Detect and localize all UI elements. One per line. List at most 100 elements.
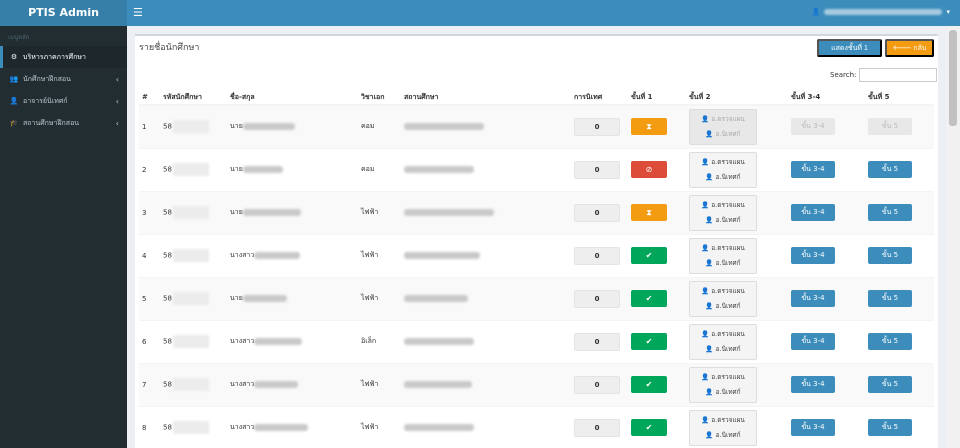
step5-button[interactable]: ขั้น 5 — [868, 376, 912, 393]
step5-button[interactable]: ขั้น 5 — [868, 290, 912, 307]
menu-toggle-icon[interactable]: ☰ — [133, 6, 143, 19]
student-name-cell: นางสาว — [227, 233, 358, 277]
step34-button[interactable]: ขั้น 3-4 — [791, 333, 835, 350]
column-header-2[interactable]: ชื่อ-สกุล — [227, 90, 358, 106]
step2-box[interactable]: 👤 อ.ตรวจแผน 👤 อ.นิเทศก์ — [689, 366, 757, 403]
step34-button: ขั้น 3-4 — [791, 118, 835, 136]
school-name-redacted — [404, 209, 494, 216]
column-header-1[interactable]: รหัสนักศึกษา — [160, 90, 227, 106]
sidebar-header: เมนูหลัก — [8, 34, 30, 41]
column-header-9[interactable]: ขั้นที่ 5 — [865, 90, 934, 106]
step1-status-check-icon[interactable]: ✔ — [631, 376, 667, 393]
step2-box[interactable]: 👤 อ.ตรวจแผน 👤 อ.นิเทศก์ — [689, 237, 757, 274]
major-text: ไฟฟ้า — [361, 208, 379, 216]
name-title: นางสาว — [230, 380, 255, 388]
step2-advisor-label: อ.ตรวจแผน — [711, 115, 745, 124]
step2-supervisor[interactable]: 👤 อ.นิเทศก์ — [705, 387, 740, 397]
sidebar-item-1[interactable]: 👥 นักศึกษาฝึกสอน ‹ — [0, 68, 127, 90]
step2-supervisor-label: อ.นิเทศก์ — [715, 259, 741, 267]
step2-advisor[interactable]: 👤 อ.ตรวจแผน — [701, 415, 745, 425]
step2-supervisor[interactable]: 👤 อ.นิเทศก์ — [705, 344, 740, 354]
major-cell: ไฟฟ้า — [358, 190, 401, 234]
step2-advisor[interactable]: 👤 อ.ตรวจแผน — [701, 243, 745, 253]
step2-supervisor[interactable]: 👤 อ.นิเทศก์ — [705, 215, 740, 225]
column-header-5[interactable]: การนิเทศ — [571, 90, 628, 106]
sidebar-item-icon: 👤 — [9, 97, 19, 105]
student-list-box: รายชื่อนักศึกษา แสดงชั้นที่ 1 🡐 กลับ Sea… — [135, 34, 938, 448]
back-button[interactable]: 🡐 กลับ — [885, 39, 934, 57]
column-header-4[interactable]: สถานศึกษา — [401, 90, 571, 106]
scrollbar-thumb[interactable] — [949, 30, 957, 126]
page-scrollbar[interactable] — [946, 26, 960, 448]
step2-cell: 👤 อ.ตรวจแผน 👤 อ.นิเทศก์ — [686, 233, 788, 277]
row-number: 2 — [139, 147, 160, 191]
step5-button[interactable]: ขั้น 5 — [868, 333, 912, 350]
step2-advisor[interactable]: 👤 อ.ตรวจแผน — [701, 157, 745, 167]
student-id-cell: 58 — [160, 104, 227, 148]
step2-box[interactable]: 👤 อ.ตรวจแผน 👤 อ.นิเทศก์ — [689, 280, 757, 317]
step2-supervisor-label: อ.นิเทศก์ — [715, 302, 741, 310]
brand-logo[interactable]: PTIS Admin — [0, 0, 127, 26]
supervision-score: 0 — [574, 332, 620, 351]
search-input[interactable] — [859, 68, 938, 82]
step1-status-check-icon[interactable]: ✔ — [631, 290, 667, 307]
column-header-3[interactable]: วิชาเอก — [358, 90, 401, 106]
step2-box[interactable]: 👤 อ.ตรวจแผน 👤 อ.นิเทศก์ — [689, 194, 757, 231]
step5-button[interactable]: ขั้น 5 — [868, 161, 912, 178]
major-cell: อิเล็ก — [358, 319, 401, 363]
step1-status-ban-icon[interactable]: ⊘ — [631, 161, 667, 178]
step34-button[interactable]: ขั้น 3-4 — [791, 247, 835, 264]
school-name-redacted — [404, 252, 480, 259]
column-header-0[interactable]: # — [139, 90, 160, 106]
step2-advisor[interactable]: 👤 อ.ตรวจแผน — [701, 286, 745, 296]
step1-status-hourglass-icon[interactable]: ⧗ — [631, 118, 667, 136]
step1-status-check-icon[interactable]: ✔ — [631, 333, 667, 350]
step2-advisor-label: อ.ตรวจแผน — [711, 287, 745, 295]
step2-supervisor[interactable]: 👤 อ.นิเทศก์ — [705, 430, 740, 440]
step34-button[interactable]: ขั้น 3-4 — [791, 376, 835, 393]
column-header-7[interactable]: ขั้นที่ 2 — [686, 90, 788, 106]
step2-advisor-label: อ.ตรวจแผน — [711, 201, 745, 209]
step1-status-hourglass-icon[interactable]: ⧗ — [631, 204, 667, 221]
show-step1-button[interactable]: แสดงชั้นที่ 1 — [817, 39, 882, 57]
user-menu[interactable]: 👤 ▾ — [812, 8, 950, 16]
step5-cell: ขั้น 5 — [865, 276, 934, 320]
person-icon: 👤 — [705, 173, 714, 181]
student-name-redacted — [254, 423, 309, 431]
step2-advisor[interactable]: 👤 อ.ตรวจแผน — [701, 329, 745, 339]
supervision-cell: 0 — [571, 190, 628, 234]
step2-supervisor-label: อ.นิเทศก์ — [715, 173, 741, 181]
step2-supervisor[interactable]: 👤 อ.นิเทศก์ — [705, 172, 740, 182]
step5-button[interactable]: ขั้น 5 — [868, 204, 912, 221]
step1-status-check-icon[interactable]: ✔ — [631, 419, 667, 437]
sidebar-item-0[interactable]: ⚙ บริหารภาคการศึกษา — [0, 46, 127, 68]
sidebar-item-label: บริหารภาคการศึกษา — [23, 52, 86, 61]
step2-supervisor[interactable]: 👤 อ.นิเทศก์ — [705, 301, 740, 311]
sidebar-item-3[interactable]: 🎓 สถานศึกษาฝึกสอน ‹ — [0, 112, 127, 134]
step34-cell: ขั้น 3-4 — [788, 362, 865, 406]
step2-advisor[interactable]: 👤 อ.ตรวจแผน — [701, 372, 745, 382]
row-number-text: 6 — [142, 337, 147, 346]
column-header-6[interactable]: ขั้นที่ 1 — [628, 90, 686, 106]
school-cell — [401, 362, 571, 406]
step2-cell: 👤 อ.ตรวจแผน 👤 อ.นิเทศก์ — [686, 362, 788, 406]
student-id-cell: 58 — [160, 190, 227, 234]
step5-button[interactable]: ขั้น 5 — [868, 419, 912, 437]
step34-button[interactable]: ขั้น 3-4 — [791, 290, 835, 307]
supervision-cell: 0 — [571, 233, 628, 277]
step2-cell: 👤 อ.ตรวจแผน 👤 อ.นิเทศก์ — [686, 319, 788, 363]
step34-button[interactable]: ขั้น 3-4 — [791, 204, 835, 221]
step1-status-check-icon[interactable]: ✔ — [631, 247, 667, 264]
step2-supervisor[interactable]: 👤 อ.นิเทศก์ — [705, 258, 740, 268]
step34-button[interactable]: ขั้น 3-4 — [791, 419, 835, 437]
step2-advisor[interactable]: 👤 อ.ตรวจแผน — [701, 200, 745, 210]
step2-box[interactable]: 👤 อ.ตรวจแผน 👤 อ.นิเทศก์ — [689, 409, 757, 446]
step2-box[interactable]: 👤 อ.ตรวจแผน 👤 อ.นิเทศก์ — [689, 323, 757, 360]
major-cell: ไฟฟ้า — [358, 276, 401, 320]
column-header-8[interactable]: ขั้นที่ 3-4 — [788, 90, 865, 106]
supervision-score: 0 — [574, 203, 620, 222]
step5-button[interactable]: ขั้น 5 — [868, 247, 912, 264]
sidebar-item-2[interactable]: 👤 อาจารย์นิเทศก์ ‹ — [0, 90, 127, 112]
step2-box[interactable]: 👤 อ.ตรวจแผน 👤 อ.นิเทศก์ — [689, 151, 757, 188]
step34-button[interactable]: ขั้น 3-4 — [791, 161, 835, 178]
